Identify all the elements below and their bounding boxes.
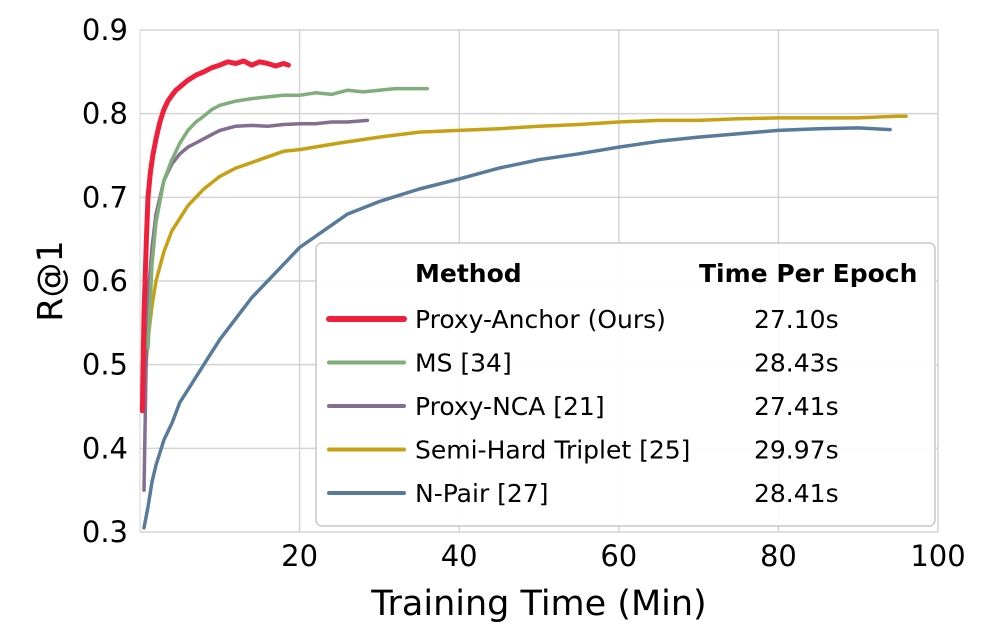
y-tick-label: 0.3 <box>82 515 128 549</box>
legend-series-name: Proxy-NCA [21] <box>415 392 605 421</box>
x-tick-label: 60 <box>600 539 637 573</box>
legend-series-name: Proxy-Anchor (Ours) <box>415 305 666 334</box>
legend-time-value: 27.41s <box>754 392 839 421</box>
x-tick-label: 100 <box>910 539 965 573</box>
series-line-3 <box>142 114 908 392</box>
legend-frame <box>315 242 936 527</box>
legend-series-name: MS [34] <box>415 349 512 378</box>
y-tick-label: 0.6 <box>82 264 128 298</box>
series-line-4 <box>142 126 892 530</box>
x-tick-label: 40 <box>441 539 478 573</box>
y-tick-label: 0.7 <box>82 180 128 214</box>
series-line-0 <box>139 58 291 414</box>
x-tick-label: 20 <box>281 539 318 573</box>
legend-time-header: Time Per Epoch <box>699 259 917 288</box>
legend-series-name: N-Pair [27] <box>415 479 548 508</box>
legend-time-value: 29.97s <box>754 436 839 465</box>
x-axis-label: Training Time (Min) <box>370 584 706 624</box>
legend-series-name: Semi-Hard Triplet [25] <box>415 436 690 465</box>
y-tick-label: 0.5 <box>82 348 128 382</box>
legend-time-value: 28.41s <box>754 479 839 508</box>
legend-time-value: 27.10s <box>754 305 839 334</box>
legend-method-header: Method <box>415 259 522 288</box>
series-lines <box>139 58 908 530</box>
series-line-1 <box>146 86 430 350</box>
y-tick-label: 0.8 <box>82 97 128 131</box>
legend: Method Time Per Epoch Proxy-Anchor (Ours… <box>315 242 936 527</box>
y-tick-labels: 0.3 0.4 0.5 0.6 0.7 0.8 0.9 <box>82 13 128 549</box>
x-tick-label: 80 <box>760 539 797 573</box>
x-tick-labels: 20 40 60 80 100 <box>281 539 966 573</box>
legend-rows: Proxy-Anchor (Ours) 27.10s MS [34] 28.43s Pr… <box>326 305 839 508</box>
y-tick-label: 0.4 <box>82 431 128 465</box>
y-tick-label: 0.9 <box>82 13 128 47</box>
y-axis-label: R@1 <box>31 240 71 322</box>
legend-time-value: 28.43s <box>754 349 839 378</box>
